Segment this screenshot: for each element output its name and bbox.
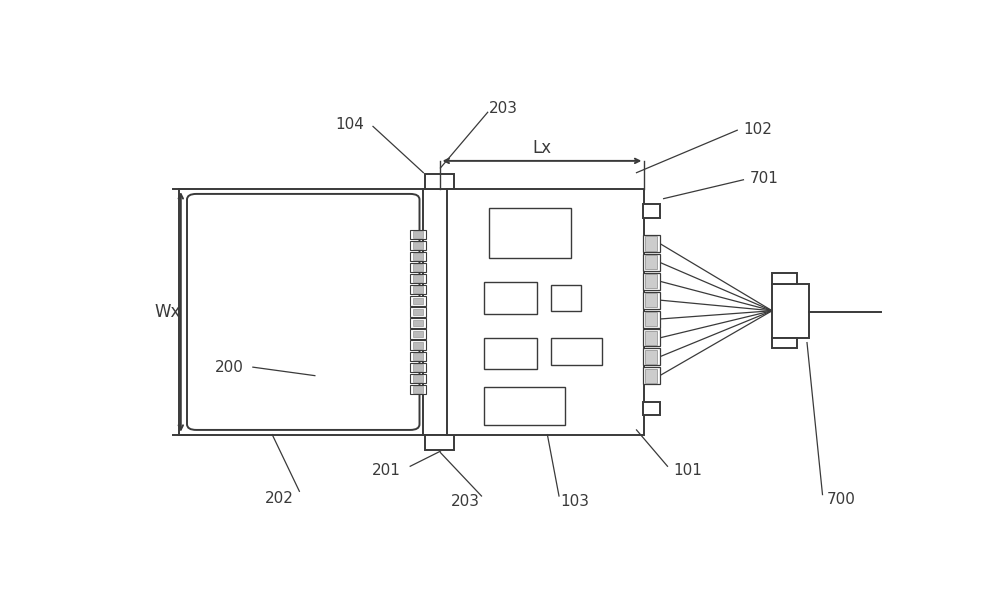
Bar	[425, 435, 454, 450]
Bar	[413, 375, 423, 382]
Bar	[643, 204, 660, 218]
Bar	[413, 231, 423, 238]
Bar	[410, 252, 426, 261]
Bar	[413, 297, 423, 304]
Text: 203: 203	[489, 102, 518, 116]
Bar	[551, 338, 602, 365]
Bar	[410, 385, 426, 394]
Bar	[645, 274, 657, 288]
Text: 202: 202	[265, 491, 294, 506]
Bar	[643, 402, 660, 415]
Text: 104: 104	[335, 117, 364, 132]
Bar	[179, 189, 427, 435]
Bar	[410, 263, 426, 272]
Bar	[643, 235, 660, 252]
Bar	[413, 320, 423, 326]
Bar	[551, 285, 581, 311]
Bar	[645, 293, 657, 307]
FancyBboxPatch shape	[187, 194, 420, 430]
Text: 101: 101	[674, 463, 703, 479]
Bar	[643, 348, 660, 365]
Bar	[643, 329, 660, 346]
Bar	[413, 308, 423, 315]
Text: Lx: Lx	[532, 139, 552, 157]
Text: 700: 700	[826, 492, 855, 507]
Text: 701: 701	[750, 171, 779, 186]
Text: 200: 200	[215, 360, 244, 375]
Text: 201: 201	[372, 463, 401, 479]
Bar	[413, 275, 423, 282]
Bar	[645, 237, 657, 251]
Bar	[413, 264, 423, 271]
Bar	[410, 241, 426, 250]
Text: 103: 103	[561, 494, 590, 509]
Bar	[643, 273, 660, 290]
Text: Wx: Wx	[154, 303, 181, 321]
Bar	[447, 189, 644, 435]
Bar	[643, 367, 660, 384]
Text: 102: 102	[743, 122, 772, 137]
Bar	[413, 342, 423, 349]
Bar	[645, 331, 657, 345]
Bar	[489, 208, 571, 257]
Bar	[484, 282, 537, 314]
Bar	[413, 386, 423, 393]
Bar	[772, 284, 809, 338]
Bar	[410, 285, 426, 294]
Bar	[413, 242, 423, 249]
Bar	[425, 174, 454, 189]
Bar	[772, 338, 797, 348]
Bar	[484, 338, 537, 368]
Bar	[410, 307, 426, 317]
Bar	[413, 364, 423, 371]
Bar	[484, 387, 565, 425]
Bar	[645, 368, 657, 383]
Text: 203: 203	[451, 494, 480, 509]
Bar	[410, 329, 426, 339]
Bar	[410, 352, 426, 361]
Bar	[772, 273, 797, 284]
Bar	[413, 353, 423, 360]
Bar	[410, 340, 426, 350]
Bar	[423, 189, 456, 435]
Bar	[645, 349, 657, 364]
Bar	[410, 363, 426, 372]
Bar	[413, 253, 423, 260]
Bar	[643, 292, 660, 308]
Bar	[643, 311, 660, 327]
Bar	[413, 331, 423, 337]
Bar	[410, 374, 426, 383]
Bar	[413, 286, 423, 293]
Bar	[410, 296, 426, 305]
Bar	[645, 312, 657, 326]
Bar	[410, 274, 426, 283]
Bar	[410, 229, 426, 239]
Bar	[643, 254, 660, 271]
Bar	[410, 318, 426, 328]
Bar	[645, 255, 657, 270]
